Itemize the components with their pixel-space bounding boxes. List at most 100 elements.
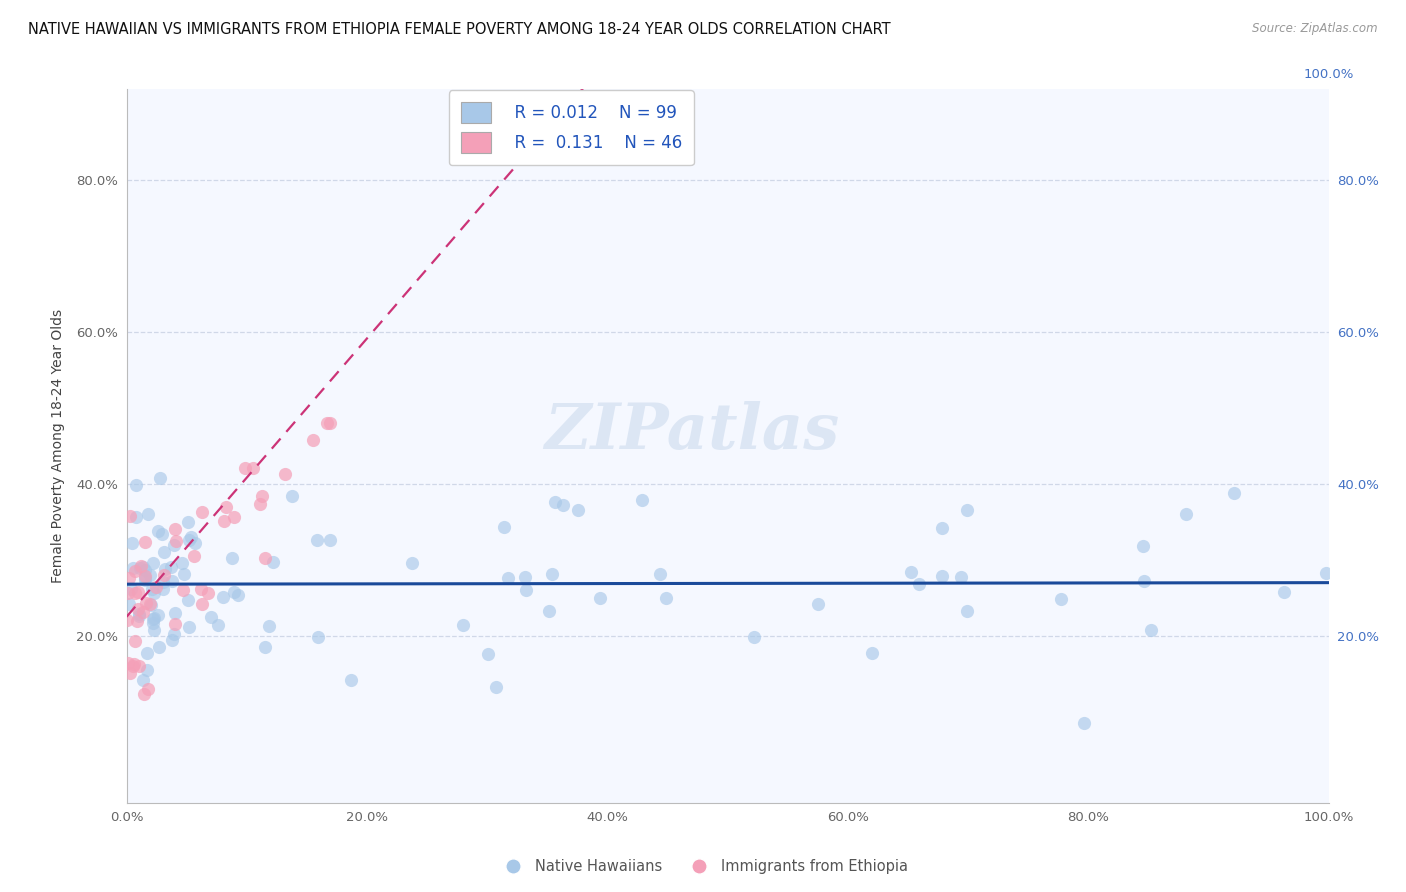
Point xyxy=(956,604,979,618)
Point xyxy=(308,631,330,645)
Point xyxy=(224,584,246,599)
Point xyxy=(163,606,186,620)
Point xyxy=(163,627,186,641)
Point xyxy=(128,607,150,621)
Point xyxy=(142,557,165,571)
Text: NATIVE HAWAIIAN VS IMMIGRANTS FROM ETHIOPIA FEMALE POVERTY AMONG 18-24 YEAR OLDS: NATIVE HAWAIIAN VS IMMIGRANTS FROM ETHIO… xyxy=(28,22,891,37)
Point xyxy=(165,533,187,548)
Point xyxy=(249,497,271,511)
Point xyxy=(142,611,165,625)
Point xyxy=(134,534,156,549)
Point xyxy=(183,549,205,563)
Point xyxy=(117,656,139,670)
Point xyxy=(121,561,143,575)
Point xyxy=(129,559,152,574)
Point xyxy=(176,593,198,607)
Point xyxy=(589,591,612,605)
Point xyxy=(214,500,236,514)
Point xyxy=(124,564,146,578)
Point xyxy=(152,582,174,596)
Point xyxy=(127,602,149,616)
Point xyxy=(302,433,325,447)
Point xyxy=(319,533,342,547)
Point xyxy=(136,508,159,522)
Point xyxy=(212,590,235,604)
Point xyxy=(163,617,186,632)
Point xyxy=(931,569,953,583)
Point xyxy=(254,551,277,566)
Point xyxy=(153,561,176,575)
Point xyxy=(191,505,214,519)
Text: ZIPatlas: ZIPatlas xyxy=(544,401,839,462)
Point xyxy=(153,568,176,582)
Point xyxy=(340,673,363,688)
Point xyxy=(142,612,165,626)
Point xyxy=(121,536,143,550)
Point xyxy=(180,530,202,544)
Point xyxy=(742,631,765,645)
Point xyxy=(134,571,156,585)
Point xyxy=(228,588,250,602)
Point xyxy=(496,571,519,585)
Point xyxy=(540,566,562,581)
Point xyxy=(142,586,165,600)
Point xyxy=(127,585,149,599)
Point xyxy=(160,632,183,647)
Point xyxy=(200,610,222,624)
Point xyxy=(197,586,219,600)
Point xyxy=(1132,540,1154,554)
Point xyxy=(146,524,169,538)
Point xyxy=(654,591,676,606)
Point xyxy=(135,646,157,660)
Point xyxy=(117,586,139,600)
Point xyxy=(860,646,883,660)
Point xyxy=(650,566,672,581)
Point xyxy=(1272,584,1295,599)
Point xyxy=(191,597,214,611)
Point xyxy=(551,498,574,512)
Point xyxy=(477,648,499,662)
Point xyxy=(125,510,148,524)
Point xyxy=(128,658,150,673)
Point xyxy=(537,604,560,618)
Point xyxy=(1132,574,1154,589)
Point xyxy=(305,533,328,547)
Point xyxy=(233,460,256,475)
Point xyxy=(132,605,155,619)
Point xyxy=(900,565,922,579)
Point xyxy=(132,673,155,688)
Point xyxy=(134,573,156,587)
Point xyxy=(908,576,931,591)
Point xyxy=(807,598,830,612)
Point xyxy=(139,598,162,612)
Point xyxy=(135,596,157,610)
Point xyxy=(1222,486,1244,500)
Point xyxy=(121,659,143,673)
Point xyxy=(262,556,284,570)
Point xyxy=(1073,716,1095,731)
Point xyxy=(125,477,148,491)
Point xyxy=(124,585,146,599)
Point xyxy=(145,580,167,594)
Point xyxy=(152,575,174,590)
Point xyxy=(280,489,302,503)
Point xyxy=(1315,566,1337,580)
Point xyxy=(515,582,537,597)
Point xyxy=(115,613,138,627)
Point xyxy=(153,545,176,559)
Point xyxy=(254,640,277,654)
Point xyxy=(242,461,264,475)
Point xyxy=(134,687,156,701)
Point xyxy=(1140,624,1163,638)
Point xyxy=(124,633,146,648)
Legend: Native Hawaiians, Immigrants from Ethiopia: Native Hawaiians, Immigrants from Ethiop… xyxy=(492,854,914,880)
Point xyxy=(250,489,273,503)
Point xyxy=(319,416,342,430)
Point xyxy=(118,571,141,585)
Point xyxy=(162,538,184,552)
Point xyxy=(631,493,654,508)
Point xyxy=(136,681,159,696)
Point xyxy=(221,551,243,566)
Point xyxy=(118,509,141,524)
Point xyxy=(148,608,170,623)
